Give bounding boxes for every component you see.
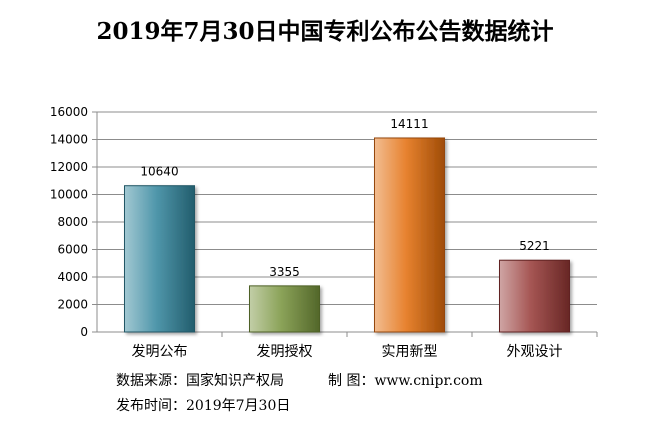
- footer-line-date: 发布时间：2019年7月30日: [116, 395, 290, 415]
- y-tick-label: 6000: [57, 243, 88, 257]
- publish-date-text: 发布时间：2019年7月30日: [116, 398, 290, 414]
- data-source-text: 数据来源：国家知识产权局: [116, 373, 284, 389]
- x-tick-label: 发明授权: [257, 344, 313, 360]
- footer-line-source: 数据来源：国家知识产权局 制 图：www.cnipr.com: [116, 370, 483, 390]
- data-label: 10640: [140, 165, 178, 179]
- chart-credit-text: 制 图：www.cnipr.com: [328, 373, 483, 389]
- data-label: 3355: [269, 265, 300, 279]
- y-tick-label: 4000: [57, 270, 88, 284]
- labels: 10640 发明公布 3355 发明授权 14111 实用新型 5221 外观设计: [132, 117, 563, 360]
- y-tick-label: 10000: [50, 188, 88, 202]
- bar-发明公布: [125, 186, 195, 332]
- y-tick-label: 12000: [50, 160, 88, 174]
- y-tick-label: 8000: [57, 215, 88, 229]
- bar-外观设计: [500, 260, 570, 332]
- data-label: 5221: [519, 239, 550, 253]
- bar-发明授权: [250, 286, 320, 332]
- data-label: 14111: [390, 117, 428, 131]
- y-tick-label: 14000: [50, 133, 88, 147]
- y-tick-label: 2000: [57, 298, 88, 312]
- x-tick-label: 外观设计: [507, 344, 563, 360]
- y-tick-label: 16000: [50, 105, 88, 119]
- x-tick-label: 实用新型: [382, 344, 438, 360]
- bar-实用新型: [375, 138, 445, 332]
- x-tick-label: 发明公布: [132, 344, 188, 360]
- y-tick-label: 0: [80, 325, 88, 339]
